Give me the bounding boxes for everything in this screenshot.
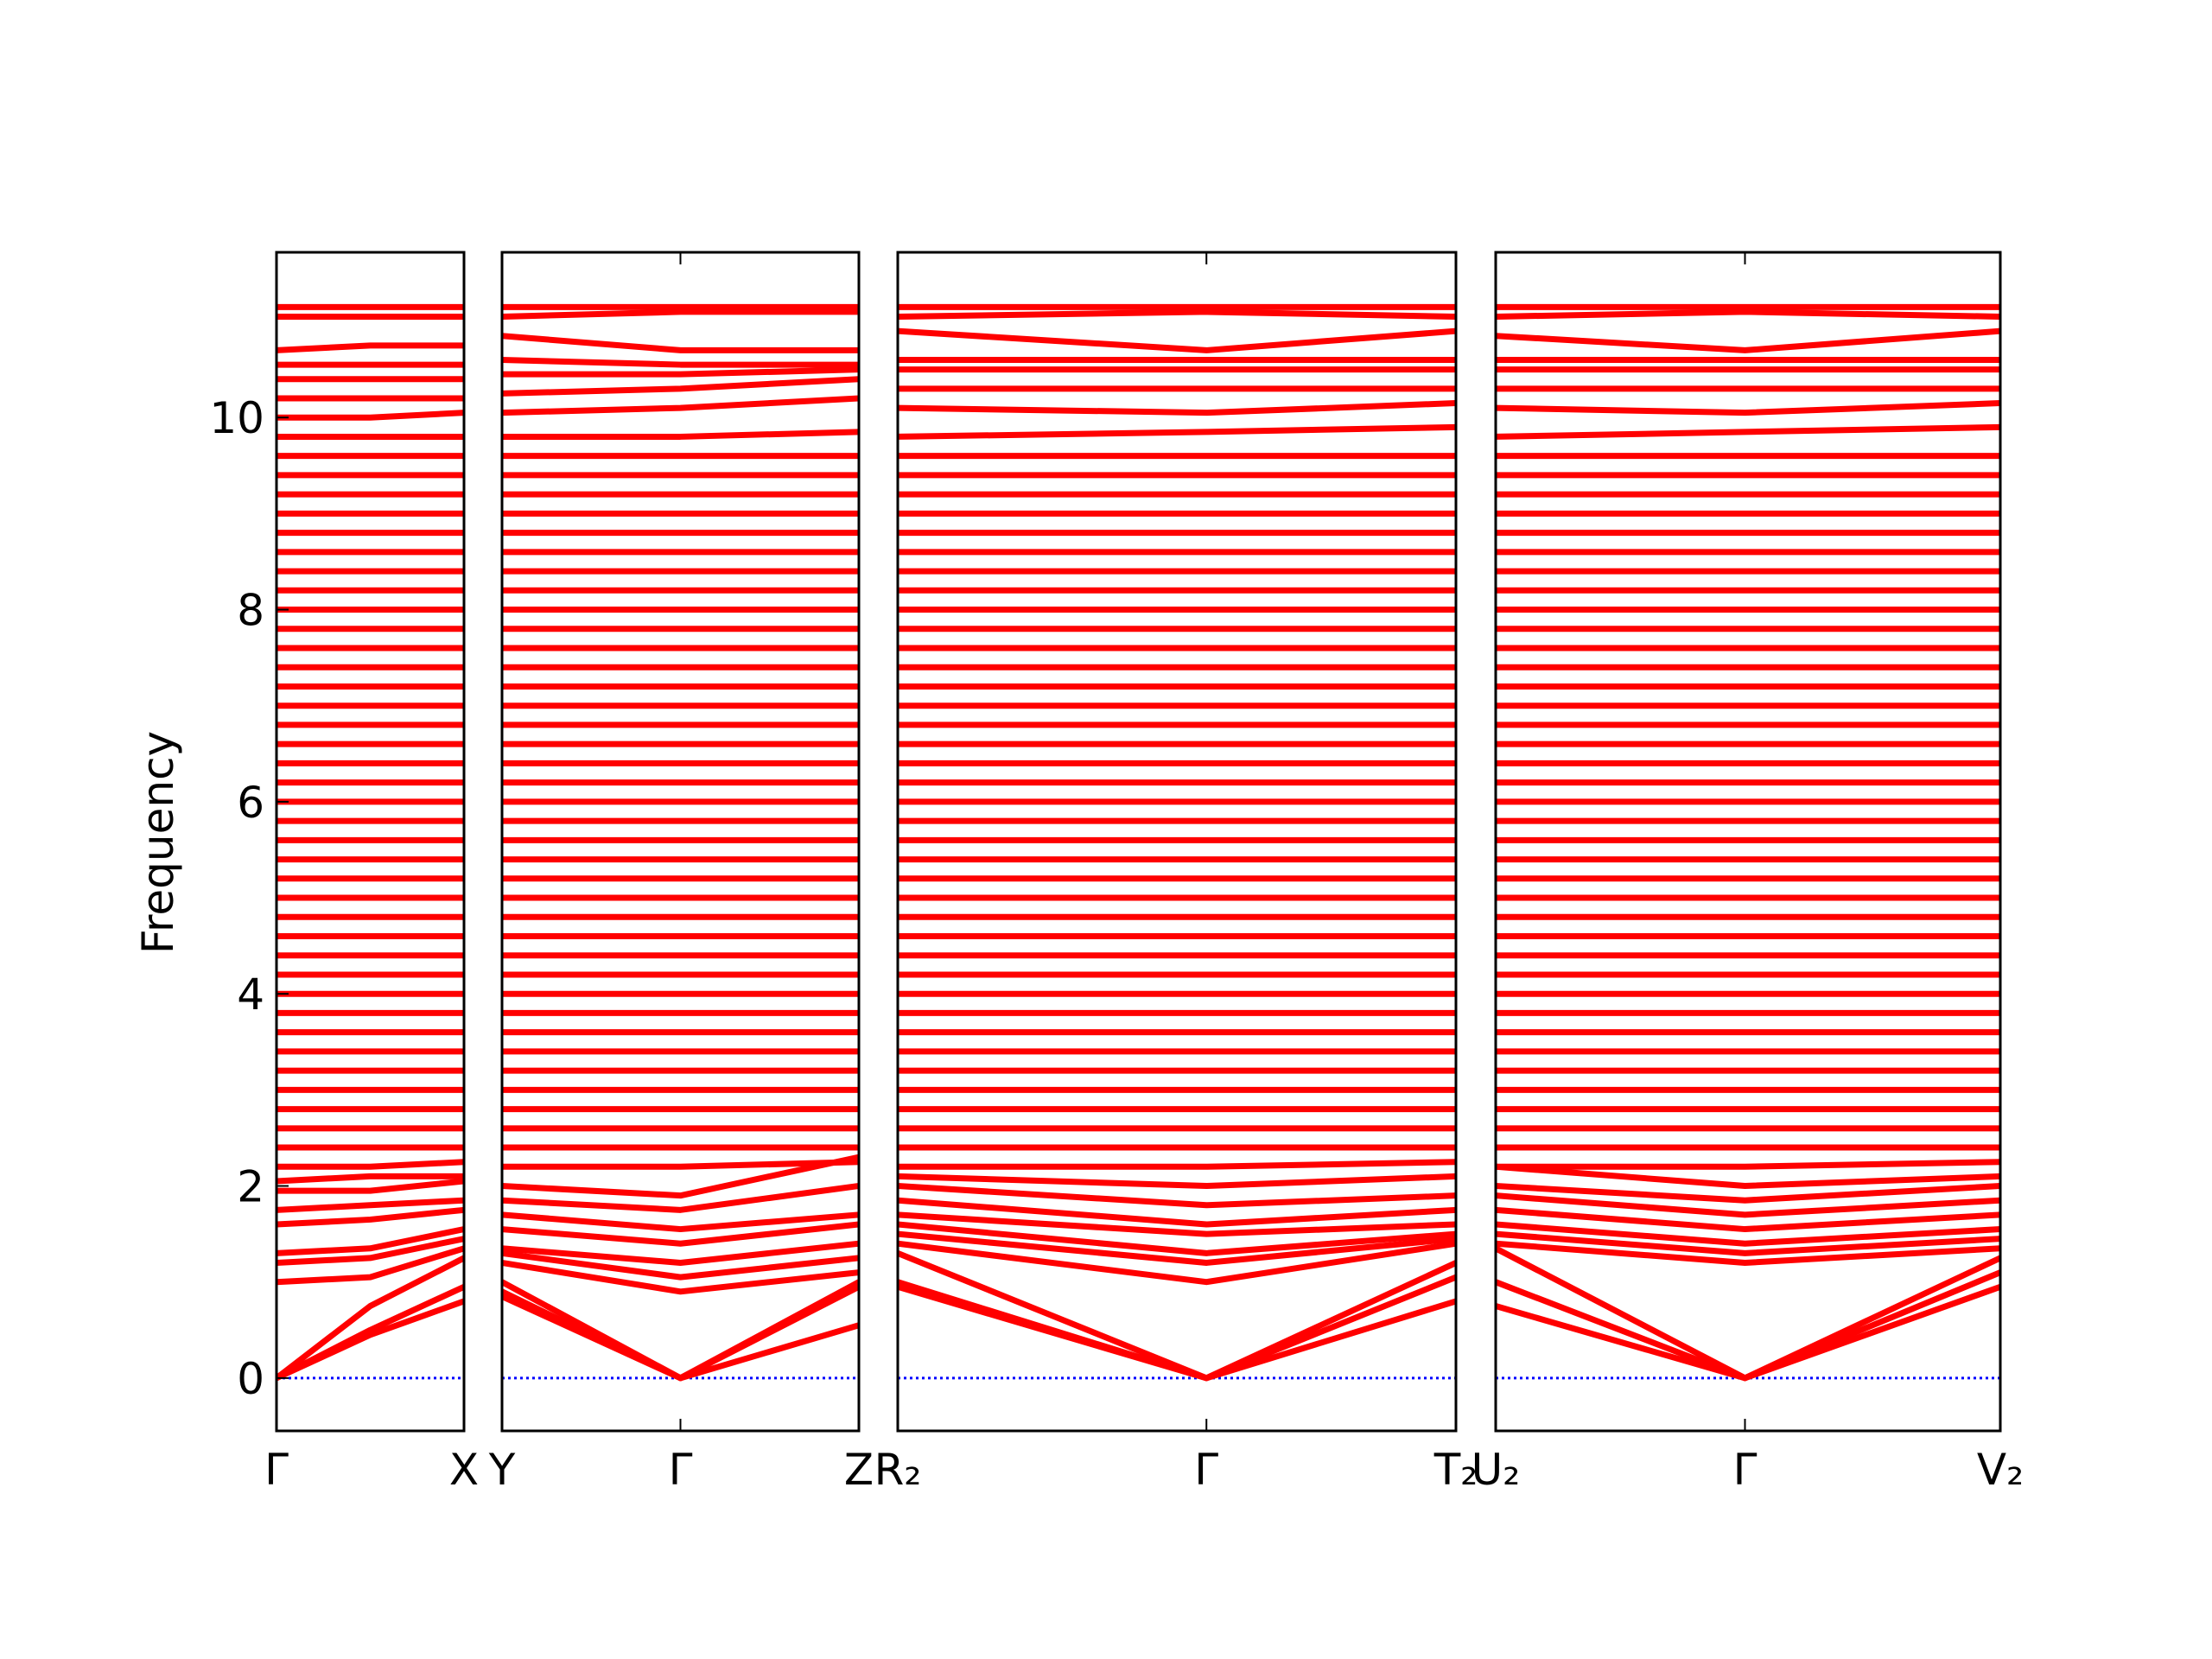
band	[276, 1255, 464, 1381]
x-tick-label: X	[449, 1445, 479, 1495]
band	[898, 327, 1456, 353]
band	[276, 1206, 464, 1228]
x-tick-label: Γ	[1733, 1445, 1758, 1495]
x-tick-label: U₂	[1471, 1445, 1521, 1495]
band	[502, 1154, 859, 1199]
band	[502, 333, 859, 353]
band	[276, 1178, 464, 1194]
band	[502, 1260, 859, 1295]
x-tick-label: T₂	[1433, 1445, 1478, 1495]
band	[1496, 1245, 2000, 1382]
band	[1496, 1206, 2000, 1233]
band	[1496, 1183, 2000, 1204]
band	[898, 1211, 1456, 1237]
band	[276, 1245, 464, 1286]
band	[898, 400, 1456, 416]
y-tick-label: 2	[237, 1162, 264, 1212]
band	[898, 1250, 1456, 1382]
band	[1496, 308, 2000, 320]
x-tick-label: Y	[488, 1445, 516, 1495]
band	[898, 1159, 1456, 1170]
band	[1496, 1163, 2000, 1190]
panel-frame	[1494, 251, 2002, 1433]
band	[1496, 400, 2000, 416]
band	[276, 1226, 464, 1256]
band	[1496, 1240, 2000, 1266]
band	[898, 1240, 1456, 1286]
band	[502, 1159, 859, 1170]
band	[502, 366, 859, 378]
band	[502, 1221, 859, 1247]
x-tick-label: Γ	[1194, 1445, 1218, 1495]
x-tick-label: R₂	[874, 1445, 922, 1495]
band	[502, 1211, 859, 1233]
y-tick-label: 8	[237, 586, 264, 636]
band	[502, 308, 859, 320]
plot-area	[276, 303, 464, 1382]
band	[1496, 423, 2000, 440]
panel-frame	[896, 251, 1458, 1433]
band	[898, 1183, 1456, 1209]
x-tick-label: Z	[844, 1445, 874, 1495]
y-tick-label: 6	[237, 778, 264, 828]
band	[502, 376, 859, 397]
band	[276, 1197, 464, 1213]
band	[898, 1221, 1456, 1256]
plot-area	[502, 303, 859, 1382]
band	[276, 1236, 464, 1266]
band	[502, 395, 859, 416]
band	[502, 357, 859, 368]
y-tick-label: 0	[237, 1354, 264, 1404]
plot-area	[898, 303, 1456, 1382]
band	[502, 429, 859, 440]
band	[276, 1173, 464, 1185]
band	[502, 1279, 859, 1382]
band	[898, 423, 1456, 440]
band	[898, 308, 1456, 320]
band	[1496, 1221, 2000, 1247]
band	[898, 1197, 1456, 1228]
band	[502, 1249, 859, 1281]
band	[502, 1240, 859, 1266]
band	[276, 1284, 464, 1381]
band	[502, 1284, 859, 1382]
x-tick-label: Γ	[264, 1445, 289, 1495]
y-tick-label: 10	[209, 393, 264, 443]
band	[898, 1230, 1456, 1266]
band	[276, 1159, 464, 1170]
band	[1496, 1230, 2000, 1256]
band	[1496, 327, 2000, 353]
x-tick-label: V₂	[1977, 1445, 2024, 1495]
x-tick-label: Γ	[669, 1445, 693, 1495]
y-tick-label: 4	[237, 969, 264, 1020]
band	[276, 342, 464, 353]
y-axis-label: Frequency	[133, 731, 183, 954]
plot-area	[1496, 303, 2000, 1382]
band	[502, 1183, 859, 1213]
band	[276, 410, 464, 421]
band	[898, 1173, 1456, 1190]
band	[1496, 1159, 2000, 1170]
panel-frame	[275, 251, 466, 1433]
band	[1496, 1192, 2000, 1218]
